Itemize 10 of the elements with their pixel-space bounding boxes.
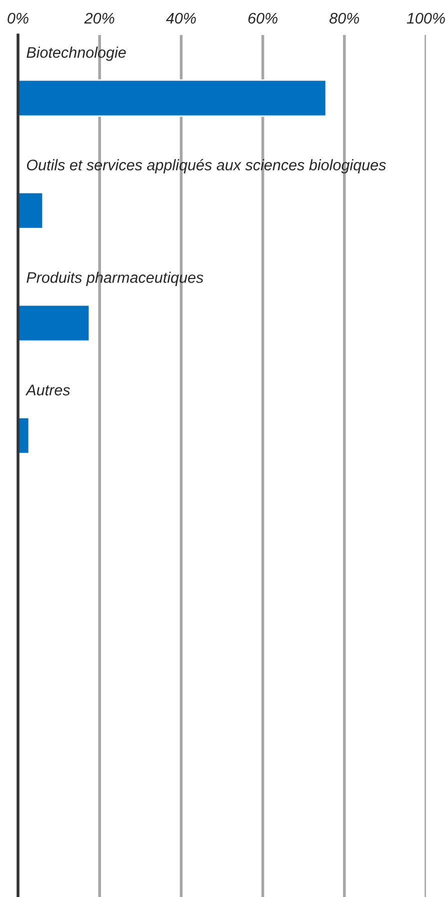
y-tick-label: Outils et services appliqués aux sciences biologiques [26,158,386,174]
y-tick-label: Biotechnologie [26,46,126,61]
x-tick-label: 40% [166,12,196,24]
y-tick-label: Autres [25,384,70,396]
x-tick-label: 100% [406,12,445,24]
x-tick-label: 20% [84,12,114,24]
x-tick-label: 60% [248,12,278,24]
y-tick-label: Produits pharmaceutiques [26,272,204,286]
x-tick-label: 0% [8,12,28,24]
x-tick-label: 80% [330,12,360,24]
